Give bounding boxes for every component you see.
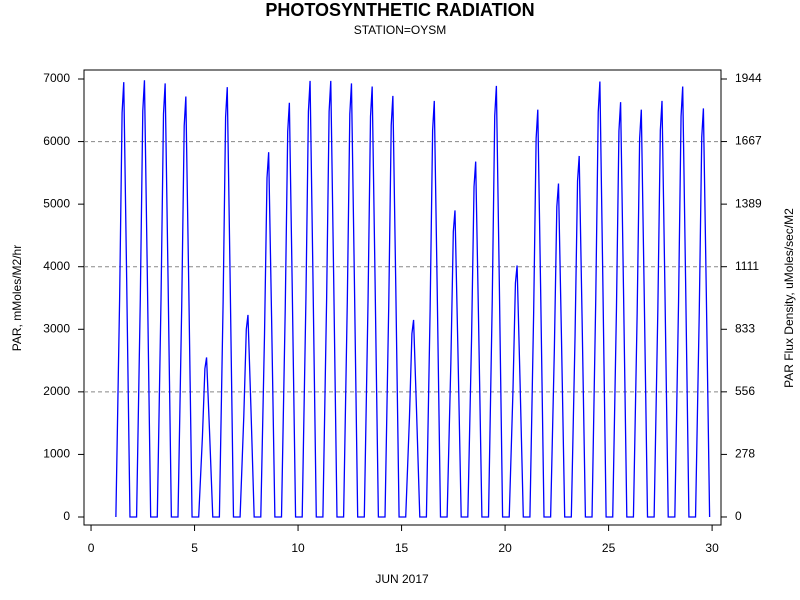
x-tick-label: 10	[291, 541, 305, 555]
x-axis-label: JUN 2017	[375, 572, 429, 586]
x-tick-label: 15	[395, 541, 409, 555]
chart-title: PHOTOSYNTHETIC RADIATION	[265, 0, 534, 20]
y-tick-label: 4000	[43, 259, 70, 273]
chart-subtitle: STATION=OYSM	[354, 23, 447, 37]
y-tick-label: 2000	[43, 384, 70, 398]
x-tick-label: 25	[602, 541, 616, 555]
y2-tick-label: 833	[735, 321, 755, 335]
y2-tick-label: 0	[735, 509, 742, 523]
y2-tick-label: 1111	[735, 259, 759, 273]
plot-frame	[83, 69, 722, 526]
x-tick-label: 30	[705, 541, 719, 555]
y2-axis-label: PAR Flux Density, uMoles/sec/M2	[782, 208, 796, 388]
y2-tick-label: 1667	[735, 134, 762, 148]
y2-tick-label: 1389	[735, 196, 762, 210]
x-tick-label: 20	[498, 541, 512, 555]
data-line	[115, 80, 711, 518]
x-tick-label: 0	[88, 541, 95, 555]
y-tick-label: 3000	[43, 321, 70, 335]
y-axis-label: PAR, mMoles/M2/hr	[10, 245, 24, 351]
y2-tick-label: 556	[735, 384, 755, 398]
y-tick-label: 0	[63, 509, 70, 523]
y2-tick-label: 1944	[735, 71, 762, 85]
x-tick-label: 5	[191, 541, 198, 555]
y-tick-label: 7000	[43, 71, 70, 85]
y-tick-label: 6000	[43, 134, 70, 148]
y-tick-label: 5000	[43, 196, 70, 210]
y2-tick-label: 278	[735, 447, 755, 461]
y-tick-label: 1000	[43, 447, 70, 461]
